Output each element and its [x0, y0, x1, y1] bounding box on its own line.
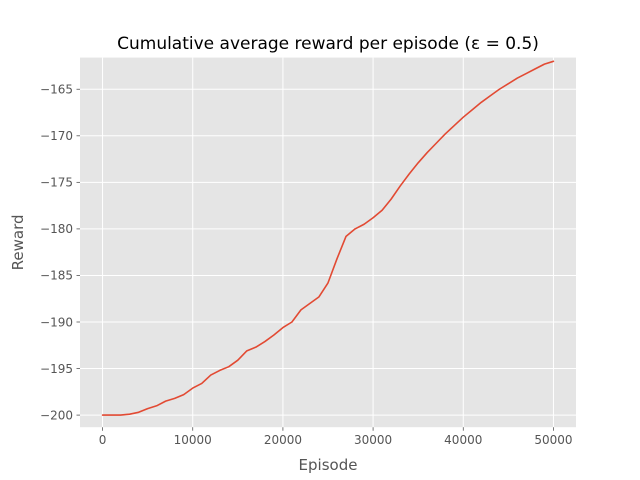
y-tick-label: −180	[40, 222, 73, 236]
series-line	[101, 60, 555, 416]
y-tick-label: −185	[40, 269, 73, 283]
y-tick-label: −175	[40, 176, 73, 190]
ticks: 0 10000 20000 30000 40000 50000 −200 −195 −190 −1…	[40, 83, 573, 448]
chart-title: Cumulative average reward per episode (ε…	[117, 34, 539, 54]
y-tick-label: −170	[40, 129, 73, 143]
x-tick-label: 30000	[354, 433, 392, 447]
y-axis-label: Reward	[9, 214, 27, 270]
series-layer	[101, 60, 555, 416]
x-axis-label: Episode	[299, 456, 358, 474]
x-tick-label: 0	[99, 433, 107, 447]
y-tick-label: −165	[40, 83, 73, 97]
grid	[80, 57, 576, 428]
y-tick-label: −190	[40, 315, 73, 329]
y-tick-label: −200	[40, 408, 73, 422]
x-tick-label: 40000	[444, 433, 482, 447]
x-tick-label: 20000	[264, 433, 302, 447]
plot-area	[80, 57, 576, 428]
y-tick-label: −195	[40, 362, 73, 376]
x-tick-label: 10000	[174, 433, 212, 447]
x-tick-label: 50000	[534, 433, 572, 447]
